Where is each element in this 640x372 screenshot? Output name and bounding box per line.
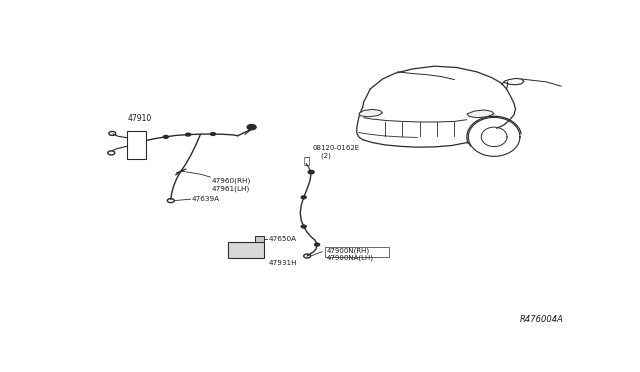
Bar	[228, 242, 264, 258]
Circle shape	[308, 170, 314, 174]
Text: 47910: 47910	[128, 115, 152, 124]
Text: 47650A: 47650A	[269, 236, 296, 242]
Circle shape	[247, 125, 256, 130]
Text: Ⓑ: Ⓑ	[303, 155, 309, 165]
Text: R476004A: R476004A	[520, 315, 564, 324]
Polygon shape	[467, 110, 494, 118]
Text: 47931H: 47931H	[269, 260, 297, 266]
Circle shape	[301, 225, 306, 228]
Circle shape	[186, 133, 191, 136]
Circle shape	[211, 132, 216, 135]
Bar	[127, 131, 146, 159]
Circle shape	[315, 243, 319, 246]
Bar	[324, 247, 389, 257]
Text: 47900N(RH)
47900NA(LH): 47900N(RH) 47900NA(LH)	[326, 247, 374, 262]
Polygon shape	[359, 109, 383, 117]
Circle shape	[163, 135, 168, 138]
Text: 47960(RH)
47961(LH): 47960(RH) 47961(LH)	[211, 178, 251, 192]
Bar	[255, 236, 264, 242]
Text: 08120-0162E
    (2): 08120-0162E (2)	[312, 145, 359, 158]
Text: 47639A: 47639A	[191, 196, 220, 202]
Circle shape	[301, 196, 306, 199]
